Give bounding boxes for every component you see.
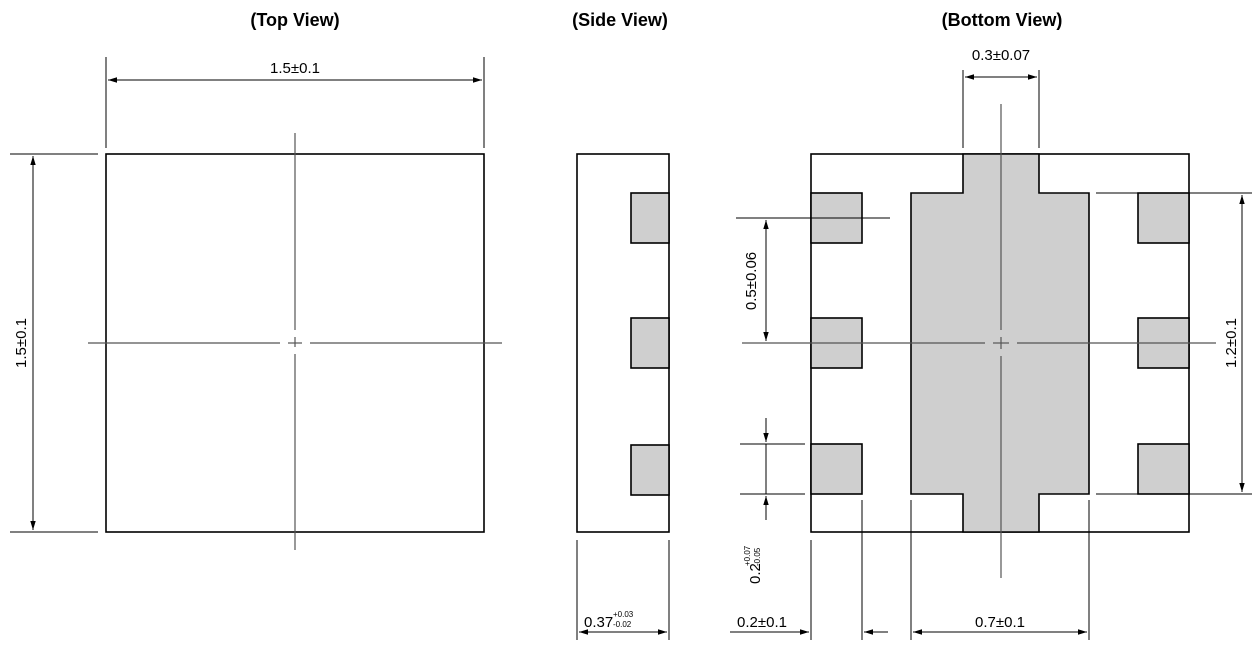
bottom-pad-span-dimension: 1.2±0.1 xyxy=(1096,192,1252,495)
bottom-center-pad-label: 0.7±0.1 xyxy=(975,614,1025,631)
bottom-pad-width-label: 0.2±0.1 xyxy=(737,614,787,631)
bottom-tab-width-label: 0.3±0.07 xyxy=(972,47,1030,64)
bottom-pad-length-dimension: 0.2 +0.07 -0.05 xyxy=(740,418,805,584)
top-width-dimension: 1.5±0.1 xyxy=(105,57,485,148)
bottom-pad-right-3 xyxy=(1137,443,1190,495)
side-terminal-2 xyxy=(630,317,670,369)
side-terminal-1 xyxy=(630,192,670,244)
bottom-pad-right-1 xyxy=(1137,192,1190,244)
bottom-view-title: (Bottom View) xyxy=(942,10,1063,30)
side-view: (Side View) 0.37 +0.03 -0.02 xyxy=(572,10,670,640)
bottom-tab-width-dimension: 0.3±0.07 xyxy=(962,47,1040,148)
top-height-label: 1.5±0.1 xyxy=(13,318,30,368)
bottom-pitch-label: 0.5±0.06 xyxy=(743,252,760,310)
bottom-pitch-dimension: 0.5±0.06 xyxy=(736,217,890,341)
bottom-pad-length-tol-lower: -0.05 xyxy=(753,547,762,566)
side-thickness-dimension: 0.37 +0.03 -0.02 xyxy=(576,540,670,640)
side-thickness-label: 0.37 xyxy=(584,614,613,631)
top-view-title: (Top View) xyxy=(250,10,339,30)
side-terminal-3 xyxy=(630,444,670,496)
top-center-lines xyxy=(88,133,502,550)
top-height-dimension: 1.5±0.1 xyxy=(10,153,98,533)
bottom-pad-width-dimension: 0.2±0.1 xyxy=(730,500,888,640)
side-view-title: (Side View) xyxy=(572,10,668,30)
bottom-pad-left-3 xyxy=(810,443,863,495)
top-view: (Top View) 1.5±0.1 1.5±0.1 xyxy=(10,10,502,550)
bottom-view: (Bottom View) 0.3±0.07 xyxy=(730,10,1252,640)
bottom-pad-span-label: 1.2±0.1 xyxy=(1223,318,1240,368)
top-width-label: 1.5±0.1 xyxy=(270,60,320,77)
bottom-pad-length-tol-upper: +0.07 xyxy=(743,545,752,566)
bottom-center-lines xyxy=(742,104,1216,578)
bottom-center-pad-dimension: 0.7±0.1 xyxy=(910,500,1090,640)
side-thickness-tol-upper: +0.03 xyxy=(613,610,634,619)
bottom-pad-length-label: 0.2 xyxy=(747,563,764,584)
side-thickness-tol-lower: -0.02 xyxy=(613,620,632,629)
